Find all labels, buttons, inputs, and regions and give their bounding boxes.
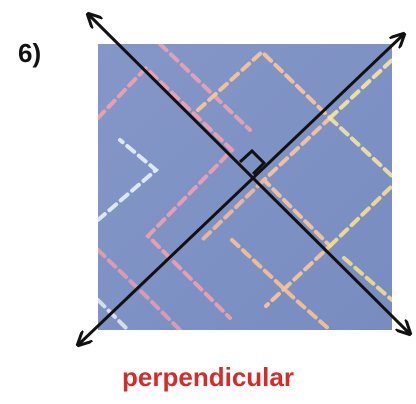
problem-number: 6)	[18, 38, 42, 68]
perpendicular-lines-figure	[0, 0, 416, 360]
line-ne-to-sw	[78, 34, 404, 345]
right-angle-icon	[238, 148, 267, 176]
answer-label: perpendicular	[122, 362, 294, 392]
